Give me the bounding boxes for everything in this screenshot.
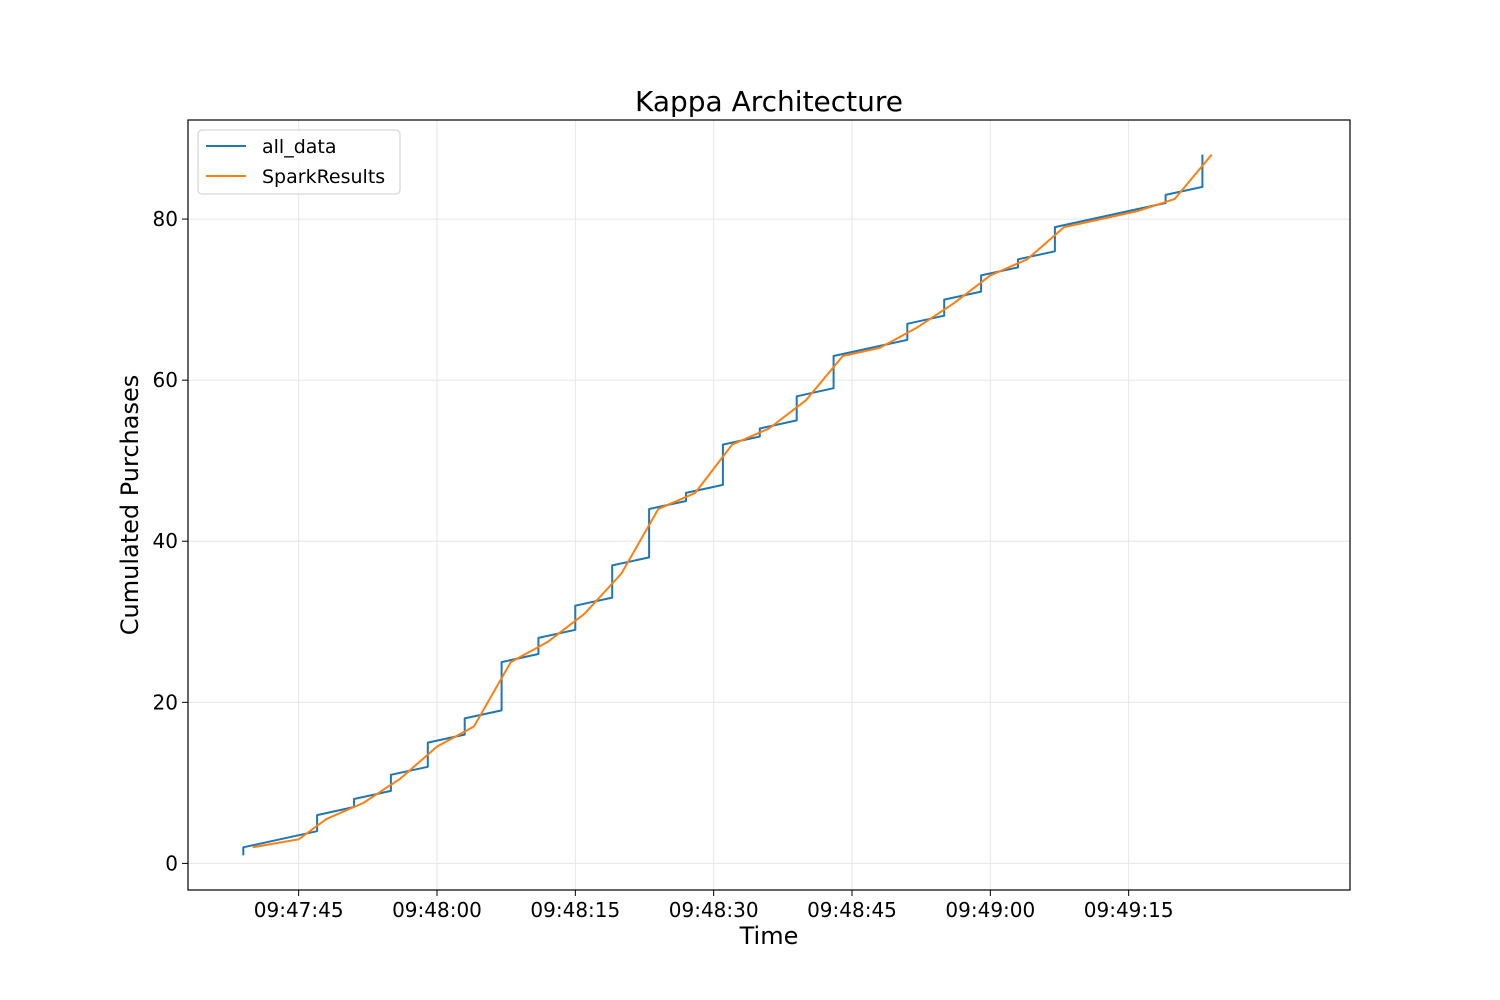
series-group bbox=[242, 153, 1213, 856]
x-tick-label: 09:48:00 bbox=[392, 898, 482, 922]
chart-title: Kappa Architecture bbox=[635, 85, 903, 118]
x-axis-title: Time bbox=[739, 922, 799, 950]
y-tick-label: 60 bbox=[153, 368, 178, 392]
x-tick-label: 09:47:45 bbox=[254, 898, 344, 922]
y-tick-label: 80 bbox=[153, 207, 178, 231]
y-tick-label: 0 bbox=[165, 851, 178, 875]
legend: all_data SparkResults bbox=[197, 129, 401, 195]
y-tick-label: 20 bbox=[153, 690, 178, 714]
legend-label-spark-results: SparkResults bbox=[262, 166, 385, 188]
legend-box bbox=[197, 129, 401, 195]
x-tick-label: 09:48:45 bbox=[807, 898, 897, 922]
legend-label-all-data: all_data bbox=[262, 136, 337, 158]
y-axis-ticks: 0 20 40 60 80 bbox=[153, 207, 188, 875]
gridlines bbox=[188, 120, 1350, 890]
x-tick-label: 09:48:30 bbox=[669, 898, 759, 922]
plot-area-frame bbox=[187, 119, 1351, 891]
x-tick-label: 09:48:15 bbox=[530, 898, 620, 922]
y-tick-label: 40 bbox=[153, 529, 178, 553]
y-axis-title: Cumulated Purchases bbox=[116, 375, 144, 635]
series-line-sparkresults bbox=[252, 153, 1213, 849]
x-axis-ticks: 09:47:45 09:48:00 09:48:15 09:48:30 09:48:45… bbox=[254, 890, 1174, 922]
x-tick-label: 09:49:15 bbox=[1084, 898, 1174, 922]
x-tick-label: 09:49:00 bbox=[945, 898, 1035, 922]
